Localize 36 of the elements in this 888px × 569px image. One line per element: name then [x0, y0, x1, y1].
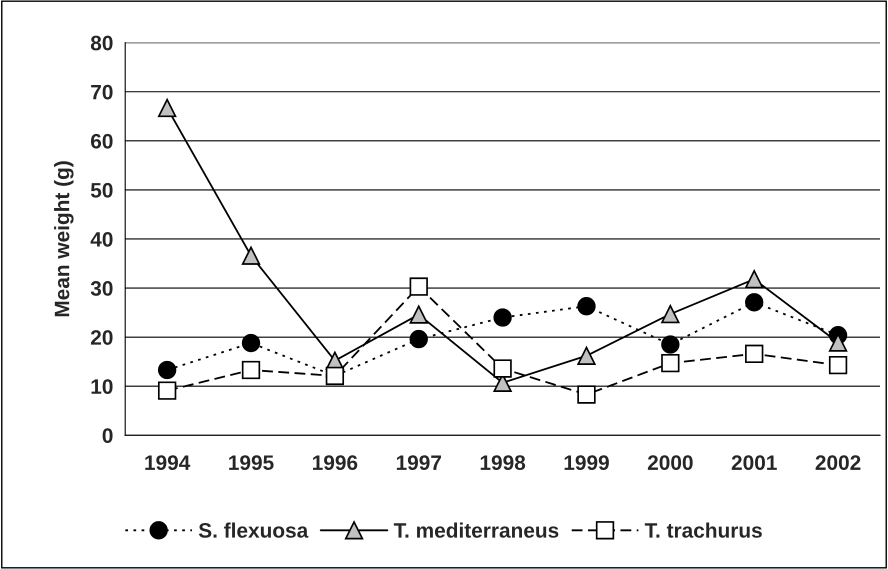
y-tick-label: 30 [90, 281, 113, 296]
point [661, 304, 680, 324]
y-tick-label: 0 [102, 428, 113, 444]
x-tick-label: 1995 [229, 455, 274, 470]
legend-label: S. flexuosa [198, 522, 308, 538]
point [745, 293, 764, 312]
x-tick-label: 1994 [145, 455, 190, 470]
x-tick-label: 2000 [648, 455, 693, 470]
point [242, 246, 260, 265]
point [158, 98, 176, 118]
point [577, 346, 596, 365]
y-tick-label: 60 [90, 134, 113, 149]
x-tick-label: 1998 [480, 455, 526, 470]
point [410, 277, 428, 296]
point [242, 334, 260, 352]
legend-label: T. mediterraneus [394, 522, 558, 538]
y-tick-label: 40 [90, 232, 113, 247]
x-tick-label: 2001 [732, 455, 777, 470]
y-tick-label: 70 [91, 84, 113, 100]
y-tick-label: 20 [90, 330, 113, 345]
point [745, 270, 764, 288]
point [410, 330, 428, 348]
point [158, 360, 176, 380]
point [661, 335, 680, 354]
x-tick-label: 1997 [396, 455, 441, 470]
x-tick-label: 2002 [816, 455, 860, 470]
y-tick-label: 50 [90, 182, 113, 198]
x-tick-label: 1999 [564, 455, 609, 470]
y-axis-title: Mean weight (g) [54, 161, 74, 316]
point [577, 297, 596, 316]
point [493, 308, 512, 327]
y-tick-label: 10 [92, 379, 113, 394]
legend-label: T. trachurus [644, 522, 762, 538]
x-tick-label: 1996 [313, 455, 358, 470]
point [410, 305, 428, 324]
y-tick-label: 80 [90, 36, 113, 50]
